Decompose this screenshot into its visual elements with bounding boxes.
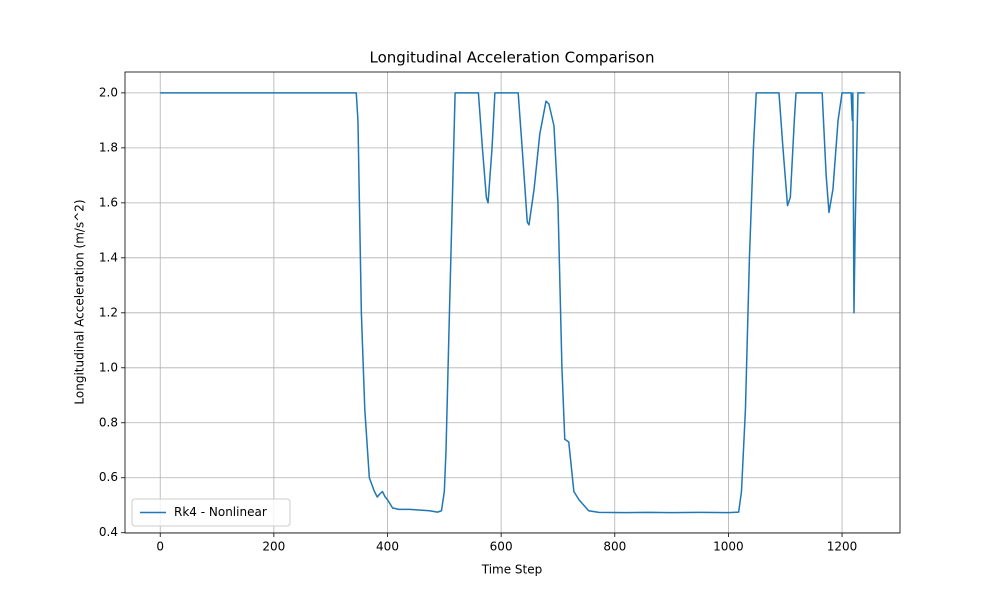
x-tick-label: 600	[490, 540, 513, 554]
y-tick-label: 0.6	[99, 470, 118, 484]
y-axis-label: Longitudinal Acceleration (m/s^2)	[73, 199, 87, 404]
chart-title: Longitudinal Acceleration Comparison	[370, 49, 655, 67]
x-tick-label: 400	[376, 540, 399, 554]
x-axis-label: Time Step	[481, 563, 543, 577]
y-tick-label: 2.0	[99, 85, 118, 99]
x-tick-label: 1200	[827, 540, 858, 554]
y-tick-label: 1.2	[99, 305, 118, 319]
axes-frame	[124, 71, 901, 534]
y-tick-label: 1.0	[99, 360, 118, 374]
y-tick-label: 1.6	[99, 195, 118, 209]
y-tick-label: 0.8	[99, 415, 118, 429]
x-tick-label: 200	[262, 540, 285, 554]
legend-box	[131, 498, 291, 527]
x-tick-label: 800	[603, 540, 626, 554]
y-tick-label: 0.4	[99, 525, 118, 539]
legend-label: Rk4 - Nonlinear	[174, 505, 267, 519]
data-line	[160, 92, 865, 514]
y-tick-label: 1.4	[99, 250, 118, 264]
x-tick-label: 1000	[713, 540, 744, 554]
x-tick-label: 0	[156, 540, 164, 554]
y-tick-label: 1.8	[99, 140, 118, 154]
